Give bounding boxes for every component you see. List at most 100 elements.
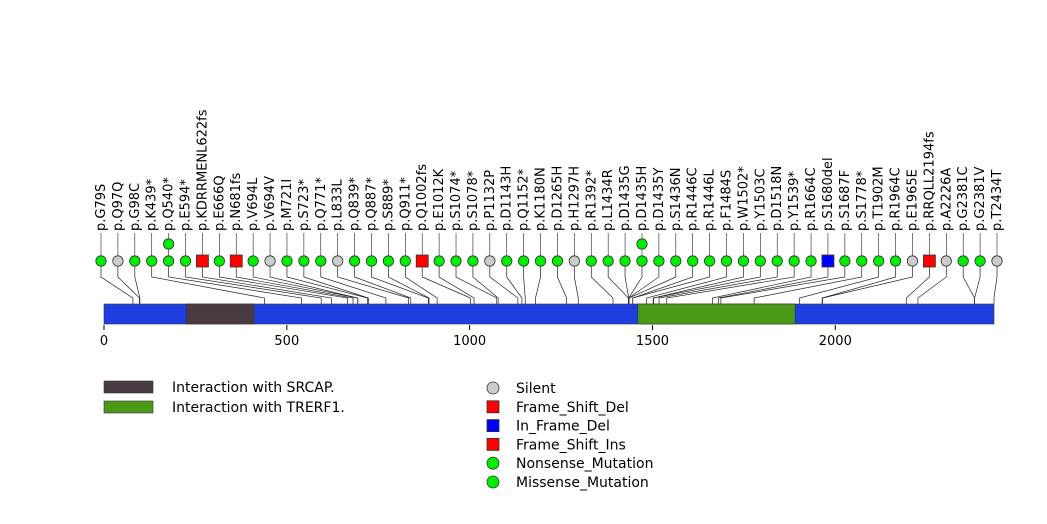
mutation-marker	[484, 255, 496, 267]
mutation-marker	[229, 254, 243, 268]
mutation-connector	[455, 261, 498, 304]
mutation-label: p.N681fs	[229, 173, 244, 231]
mutation-label: p.D1435Y	[652, 168, 667, 231]
legend-type-label: Silent	[516, 381, 556, 397]
mutation-marker	[889, 255, 902, 267]
mutation-label: p.R1392*	[584, 169, 599, 231]
mutation-marker	[974, 255, 986, 267]
mutation-label: p.D1143H	[500, 166, 515, 231]
mutation-connector	[388, 261, 430, 304]
axis-tick-label: 500	[274, 334, 299, 349]
mutation-marker	[720, 255, 733, 267]
mutation-connectors	[100, 261, 998, 304]
mutation-connector	[607, 261, 629, 304]
mutation-connector	[993, 261, 998, 304]
mutation-connector	[822, 261, 913, 304]
mutation-marker	[415, 254, 429, 268]
mutation-connector	[557, 261, 567, 304]
legend-domain-swatch	[103, 400, 154, 414]
mutation-label: p.Q887*	[364, 177, 379, 231]
mutation-connector	[489, 261, 519, 304]
mutation-label: p.D1435H	[635, 166, 650, 231]
mutation-marker	[568, 255, 580, 267]
mutation-marker	[163, 255, 175, 267]
mutation-marker	[991, 255, 1003, 267]
mutation-connector	[666, 261, 795, 304]
mutation-marker	[112, 255, 124, 267]
mutation-marker	[213, 255, 225, 267]
mutation-marker	[636, 238, 648, 250]
mutation-marker	[805, 255, 817, 267]
mutation-connector	[974, 261, 981, 304]
mutation-connector	[646, 261, 727, 304]
mutation-label: p.V694V	[263, 176, 278, 231]
mutation-marker	[399, 255, 411, 267]
mutation-connector	[821, 261, 896, 304]
mutation-label: p.D1518N	[770, 166, 785, 231]
mutation-marker	[281, 255, 293, 267]
mutation-marker	[551, 255, 564, 267]
mutation-marker	[873, 255, 885, 267]
mutation-label: p.Y1539*	[787, 171, 802, 231]
mutation-connector	[905, 261, 930, 304]
mutation-connector	[658, 261, 778, 304]
mutation-connector	[185, 261, 322, 304]
legend-type-swatch	[486, 456, 500, 470]
mutation-label: p.H1297H	[567, 166, 582, 231]
mutation-connector	[303, 261, 369, 304]
mutation-label: p.Q540*	[162, 177, 177, 231]
mutation-label: p.S1687F	[838, 170, 853, 231]
mutation-marker	[821, 254, 835, 268]
mutation-connector	[354, 261, 412, 304]
mutation-label: p.Q771*	[314, 177, 329, 231]
mutation-label: p.G79S	[94, 184, 109, 231]
mutation-connector	[535, 261, 541, 304]
mutation-label: p.E594*	[179, 179, 194, 231]
mutation-marker	[95, 255, 107, 267]
mutation-marker	[585, 255, 597, 267]
mutation-marker	[906, 255, 919, 267]
mutation-label: p.S1074*	[449, 170, 464, 231]
mutation-connector	[628, 261, 660, 304]
mutation-label: p.E666Q	[212, 175, 227, 231]
mutation-label: p.Y1503C	[753, 169, 768, 232]
mutation-label: p.M721I	[280, 179, 295, 231]
mutation-label: p.Q839*	[348, 177, 363, 231]
mutation-label: p.L833L	[331, 179, 346, 231]
mutation-marker	[856, 255, 868, 267]
mutation-label: p.Q1152*	[517, 168, 532, 231]
mutation-marker	[602, 255, 614, 267]
mutation-label: p.S1778*	[855, 170, 870, 231]
mutation-marker	[264, 255, 276, 267]
mutation-marker	[940, 255, 952, 267]
mutation-label: p.R1664C	[804, 167, 819, 231]
legend-domain-swatch	[103, 380, 154, 394]
mutation-marker	[670, 255, 682, 267]
mutation-label: p.A2226A	[939, 168, 954, 231]
mutation-marker	[619, 255, 631, 267]
legend-type-label: Frame_Shift_Del	[516, 400, 629, 416]
mutation-marker	[653, 255, 665, 267]
mutation-connector	[523, 261, 526, 304]
mutation-label: p.R1446L	[703, 168, 718, 231]
mutation-connector	[252, 261, 359, 304]
mutation-marker	[839, 255, 851, 267]
mutation-connector	[653, 261, 761, 304]
mutation-connector	[720, 261, 846, 304]
mutation-marker	[922, 254, 936, 268]
axis-tick-label: 1500	[636, 334, 669, 349]
mutation-marker	[365, 255, 378, 267]
mutation-marker	[467, 255, 479, 267]
mutation-marker	[146, 255, 158, 267]
mutation-connector	[134, 261, 141, 304]
mutation-label: p.W1502*	[736, 166, 751, 231]
mutation-labels: p.G79S p.Q97Q p.G98C p.K439* p.Q540* p.E594* p…	[94, 109, 1005, 231]
mutation-connector	[117, 261, 140, 304]
axis-tick-label: 2000	[819, 334, 852, 349]
mutation-connector	[100, 261, 134, 304]
mutation-label: p.S889*	[381, 179, 396, 231]
mutation-label: p.S1680del	[821, 157, 836, 231]
mutation-marker	[348, 255, 361, 267]
